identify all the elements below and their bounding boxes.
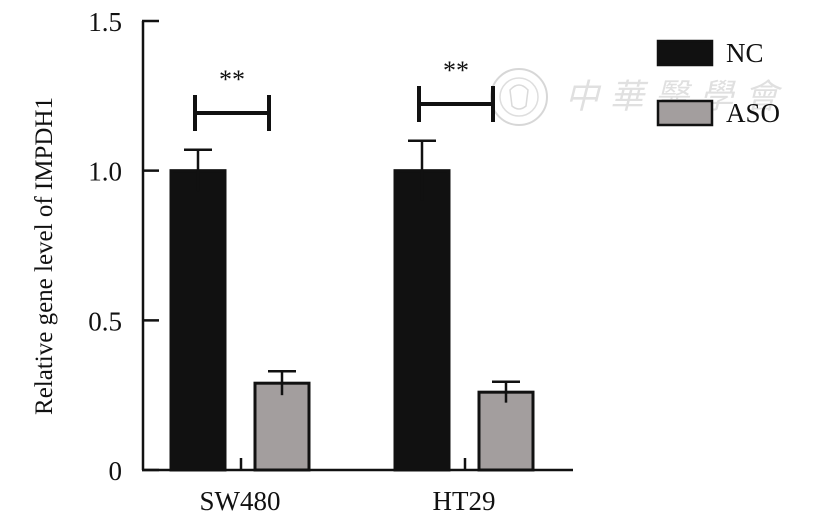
legend: NC ASO — [656, 38, 780, 128]
bar-SW480-ASO — [253, 381, 311, 472]
x-tick-label-SW480: SW480 — [200, 486, 281, 516]
y-tick-label-3: 1.5 — [88, 7, 122, 37]
legend-swatch-ASO — [656, 99, 714, 127]
bar-HT29-ASO — [477, 390, 535, 472]
y-axis-ticks: 0 0.5 1.0 1.5 — [88, 7, 159, 486]
x-axis-tick-labels: SW480 HT29 — [200, 486, 496, 516]
legend-label-NC: NC — [726, 38, 764, 68]
significance-label-HT29: ** — [443, 56, 469, 85]
y-tick-label-0: 0 — [109, 456, 123, 486]
legend-label-ASO: ASO — [726, 98, 780, 128]
bar-HT29-NC — [393, 169, 451, 472]
significance-label-SW480: ** — [219, 65, 245, 94]
legend-swatch-NC — [656, 39, 714, 67]
x-tick-label-HT29: HT29 — [433, 486, 496, 516]
bar-SW480-NC — [169, 169, 227, 472]
y-tick-label-1: 0.5 — [88, 306, 122, 336]
y-tick-label-2: 1.0 — [88, 157, 122, 187]
significance-annotations: ** ** — [193, 56, 495, 131]
seal-emblem — [490, 68, 548, 126]
bars-group — [169, 139, 535, 472]
y-axis-label: Relative gene level of IMPDH1 — [31, 97, 58, 415]
